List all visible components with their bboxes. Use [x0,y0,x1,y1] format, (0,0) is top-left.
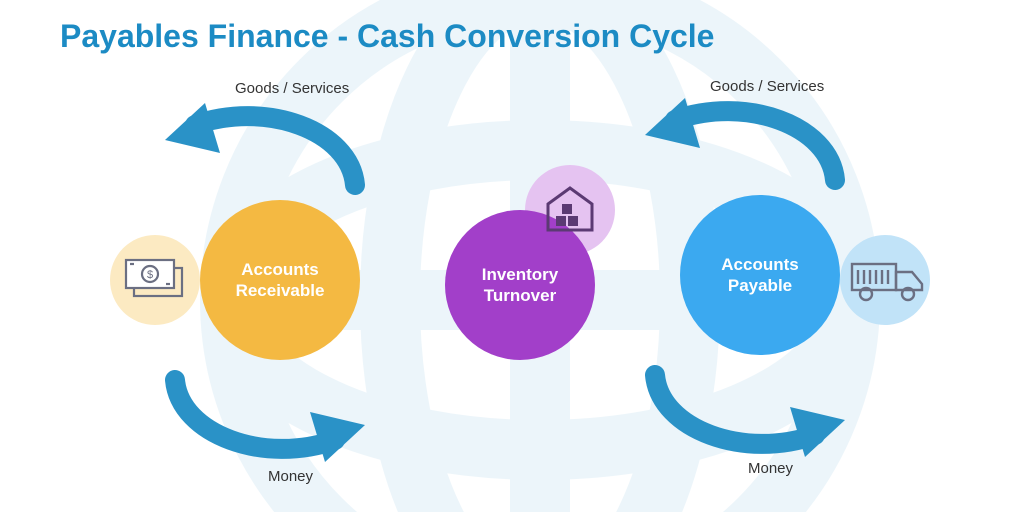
accounts-payable-node: Accounts Payable [680,195,840,355]
arrow-money-right [630,355,860,465]
money-icon: $ [120,250,192,310]
svg-text:$: $ [147,269,153,281]
label-money-left: Money [268,468,313,485]
label-money-right: Money [748,460,793,477]
label-goods-right: Goods / Services [710,78,824,95]
truck-icon [848,252,928,308]
warehouse-icon [540,178,600,238]
node-label: Receivable [236,280,325,301]
diagram-stage: Accounts Receivable Inventory Turnover A… [0,0,1024,512]
page-title: Payables Finance - Cash Conversion Cycle [60,18,714,55]
node-label: Accounts [236,259,325,280]
arrow-money-left [150,360,380,470]
node-label: Accounts [721,254,798,275]
arrow-goods-right [630,90,860,200]
node-label: Turnover [482,285,559,306]
node-label: Inventory [482,264,559,285]
accounts-receivable-node: Accounts Receivable [200,200,360,360]
arrow-goods-left [150,95,380,205]
label-goods-left: Goods / Services [235,80,349,97]
node-label: Payable [721,275,798,296]
